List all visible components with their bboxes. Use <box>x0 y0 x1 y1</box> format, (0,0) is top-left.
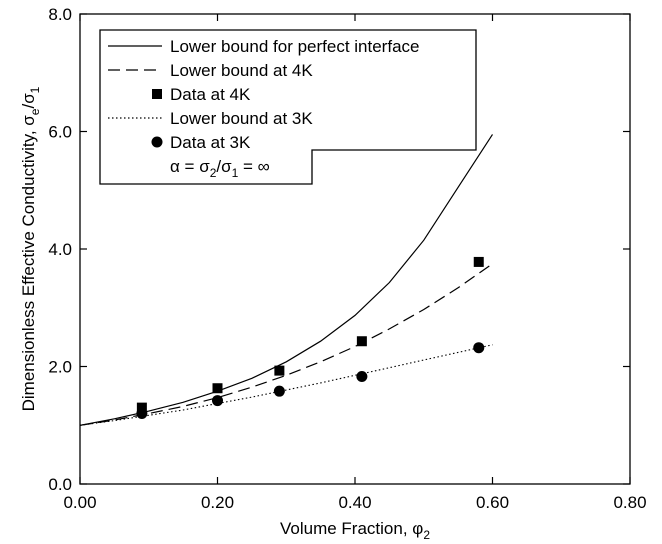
series-line-lower-bound-at-3k <box>79 344 493 426</box>
axis-ticks: 0.00 0.20 0.40 0.60 0.80 0.0 2.0 4.0 6.0 8.0 <box>48 5 646 512</box>
y-tick-label: 4.0 <box>48 240 72 259</box>
legend-label-data-at-4k: Data at 4K <box>170 85 251 104</box>
x-axis-title: Volume Fraction, φ2 <box>280 519 430 542</box>
data-point-square <box>473 256 484 267</box>
legend-alpha-note: α = σ2/σ1 = ∞ <box>170 157 270 180</box>
legend-box <box>99 29 477 185</box>
data-point-square <box>274 365 285 376</box>
data-point-square <box>136 402 147 413</box>
data-point-circle <box>273 385 285 397</box>
data-point-square <box>356 336 367 347</box>
y-tick-label: 0.0 <box>48 475 72 494</box>
y-tick-label: 2.0 <box>48 358 72 377</box>
data-point-circle <box>212 395 223 407</box>
y-axis-title-subscript-1: 1 <box>28 86 42 93</box>
legend-label-lower-bound-at-3k: Lower bound at 3K <box>170 109 313 128</box>
data-point-circle <box>473 342 485 354</box>
data-point-circle <box>136 408 148 419</box>
series-line-lower-bound-for-perfect-interface <box>79 134 494 426</box>
series-line-lower-bound-at-4k <box>79 263 493 426</box>
data-point-circle <box>356 370 368 382</box>
x-axis-title-subscript: 2 <box>423 528 430 542</box>
y-axis-title-divider: /σ <box>19 93 38 109</box>
data-point-square <box>212 383 223 394</box>
legend-label-lower-bound-at-4k: Lower bound at 4K <box>170 61 313 80</box>
y-tick-label: 6.0 <box>48 123 72 142</box>
legend-swatch-data-at-4k <box>152 89 162 99</box>
x-tick-label: 0.60 <box>476 493 509 512</box>
x-tick-label: 0.80 <box>613 493 646 512</box>
x-axis-title-text: Volume Fraction, φ <box>280 519 423 538</box>
y-tick-label: 8.0 <box>48 5 72 24</box>
x-tick-label: 0.40 <box>338 493 371 512</box>
legend: Lower bound for perfect interface Lower b… <box>99 29 477 185</box>
x-tick-label: 0.00 <box>63 493 96 512</box>
legend-label-data-at-3k: Data at 3K <box>170 133 251 152</box>
x-tick-label: 0.20 <box>201 493 234 512</box>
y-axis-title-subscript-e: e <box>28 108 42 115</box>
series-layer <box>79 134 494 426</box>
legend-label-lower-bound-for-perfect-interface: Lower bound for perfect interface <box>170 37 419 56</box>
y-axis-title: Dimensionless Effective Conductivity, σe… <box>19 86 42 411</box>
legend-swatch-data-at-3k <box>151 136 163 148</box>
y-axis-title-text: Dimensionless Effective Conductivity, σ <box>19 115 38 412</box>
